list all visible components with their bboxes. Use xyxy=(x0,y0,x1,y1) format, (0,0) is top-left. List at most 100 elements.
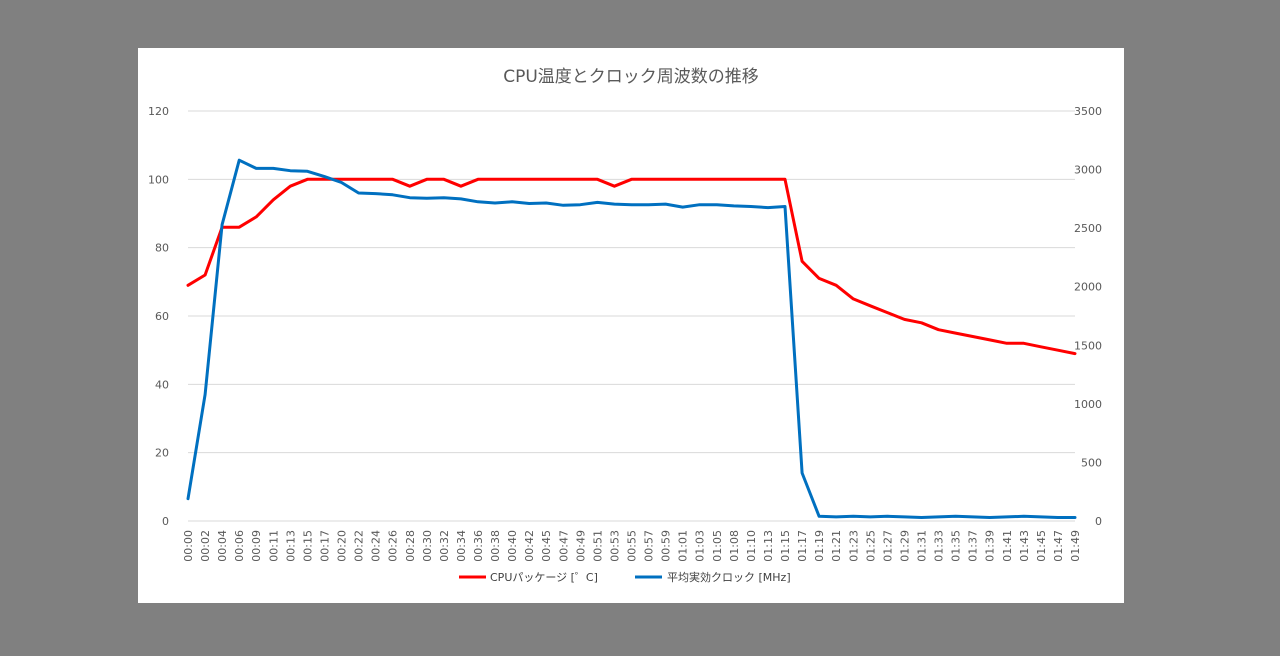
data-point xyxy=(613,185,616,188)
right-tick-label: 3000 xyxy=(1074,164,1102,177)
data-point xyxy=(374,192,377,195)
data-point xyxy=(425,197,428,200)
x-tick-label: 01:27 xyxy=(881,530,894,562)
data-point xyxy=(459,197,462,200)
x-tick-label: 00:02 xyxy=(199,530,212,562)
chart-svg: CPU温度とクロック周波数の推移 0 20 40 60 80 100 120 0 500 100… xyxy=(148,67,1102,584)
data-point xyxy=(408,185,411,188)
x-tick-label: 00:28 xyxy=(404,530,417,562)
data-point xyxy=(306,170,309,173)
x-tick-label: 01:37 xyxy=(967,530,980,562)
series-lines xyxy=(186,158,1077,519)
data-point xyxy=(442,196,445,199)
x-tick-label: 00:42 xyxy=(523,530,536,562)
x-tick-label: 00:24 xyxy=(370,530,383,562)
data-point xyxy=(920,516,923,519)
data-point xyxy=(647,178,650,181)
data-point xyxy=(903,318,906,321)
x-tick-label: 01:15 xyxy=(779,530,792,562)
data-point xyxy=(852,515,855,518)
x-tick-label: 00:53 xyxy=(608,530,621,562)
x-tick-label: 00:06 xyxy=(233,530,246,562)
data-point xyxy=(391,178,394,181)
x-tick-label: 01:19 xyxy=(813,530,826,562)
series-line-2 xyxy=(186,158,1077,519)
data-point xyxy=(562,178,565,181)
data-point xyxy=(715,178,718,181)
right-tick-label: 3500 xyxy=(1074,105,1102,118)
data-point xyxy=(340,181,343,184)
data-point xyxy=(818,277,821,280)
x-tick-label: 00:15 xyxy=(301,530,314,562)
data-point xyxy=(647,203,650,206)
data-point xyxy=(1056,516,1059,519)
data-point xyxy=(886,311,889,314)
x-tick-label: 00:57 xyxy=(643,530,656,562)
data-point xyxy=(937,328,940,331)
left-tick-label: 20 xyxy=(155,447,169,460)
x-tick-label: 00:22 xyxy=(353,530,366,562)
data-point xyxy=(272,167,275,170)
data-point xyxy=(596,201,599,204)
data-point xyxy=(732,204,735,207)
x-tick-label: 00:55 xyxy=(626,530,639,562)
data-point xyxy=(937,515,940,518)
x-tick-label: 01:31 xyxy=(915,530,928,562)
data-point xyxy=(1074,516,1077,519)
right-tick-label: 2500 xyxy=(1074,222,1102,235)
data-point xyxy=(954,515,957,518)
x-tick-label: 01:05 xyxy=(711,530,724,562)
right-axis: 0 500 1000 1500 2000 2500 3000 3500 xyxy=(1074,105,1102,528)
data-point xyxy=(562,204,565,207)
x-tick-label: 01:23 xyxy=(847,530,860,562)
data-point xyxy=(784,205,787,208)
x-tick-label: 01:10 xyxy=(745,530,758,562)
data-point xyxy=(476,178,479,181)
data-point xyxy=(613,203,616,206)
data-point xyxy=(664,178,667,181)
data-point xyxy=(579,178,582,181)
left-tick-label: 80 xyxy=(155,242,169,255)
x-tick-label: 01:17 xyxy=(796,530,809,562)
data-point xyxy=(528,202,531,205)
data-point xyxy=(766,206,769,209)
data-point xyxy=(596,178,599,181)
right-tick-label: 500 xyxy=(1081,456,1102,469)
x-tick-label: 00:26 xyxy=(387,530,400,562)
data-point xyxy=(698,203,701,206)
data-point xyxy=(442,178,445,181)
x-tick-label: 00:30 xyxy=(421,530,434,562)
data-point xyxy=(238,159,241,162)
data-point xyxy=(221,223,224,226)
data-point xyxy=(766,178,769,181)
data-point xyxy=(886,515,889,518)
x-tick-label: 00:13 xyxy=(284,530,297,562)
data-point xyxy=(494,201,497,204)
data-point xyxy=(715,203,718,206)
data-point xyxy=(681,206,684,209)
data-point xyxy=(681,178,684,181)
data-point xyxy=(630,178,633,181)
data-point xyxy=(1039,345,1042,348)
x-tick-label: 00:32 xyxy=(438,530,451,562)
x-tick-label: 00:51 xyxy=(591,530,604,562)
legend: CPUパッケージ [゜C] 平均実効クロック [MHz] xyxy=(459,570,791,584)
x-tick-label: 01:33 xyxy=(933,530,946,562)
x-tick-label: 00:36 xyxy=(472,530,485,562)
data-point xyxy=(357,178,360,181)
data-point xyxy=(545,201,548,204)
data-point xyxy=(289,169,292,172)
x-tick-label: 00:17 xyxy=(318,530,331,562)
right-tick-label: 1000 xyxy=(1074,398,1102,411)
data-point xyxy=(835,515,838,518)
x-tick-label: 01:21 xyxy=(830,530,843,562)
data-point xyxy=(1005,342,1008,345)
data-point xyxy=(391,193,394,196)
left-tick-label: 120 xyxy=(148,105,169,118)
data-point xyxy=(988,516,991,519)
data-point xyxy=(528,178,531,181)
data-point xyxy=(425,178,428,181)
x-tick-label: 01:41 xyxy=(1001,530,1014,562)
data-point xyxy=(749,205,752,208)
data-point xyxy=(1074,352,1077,355)
